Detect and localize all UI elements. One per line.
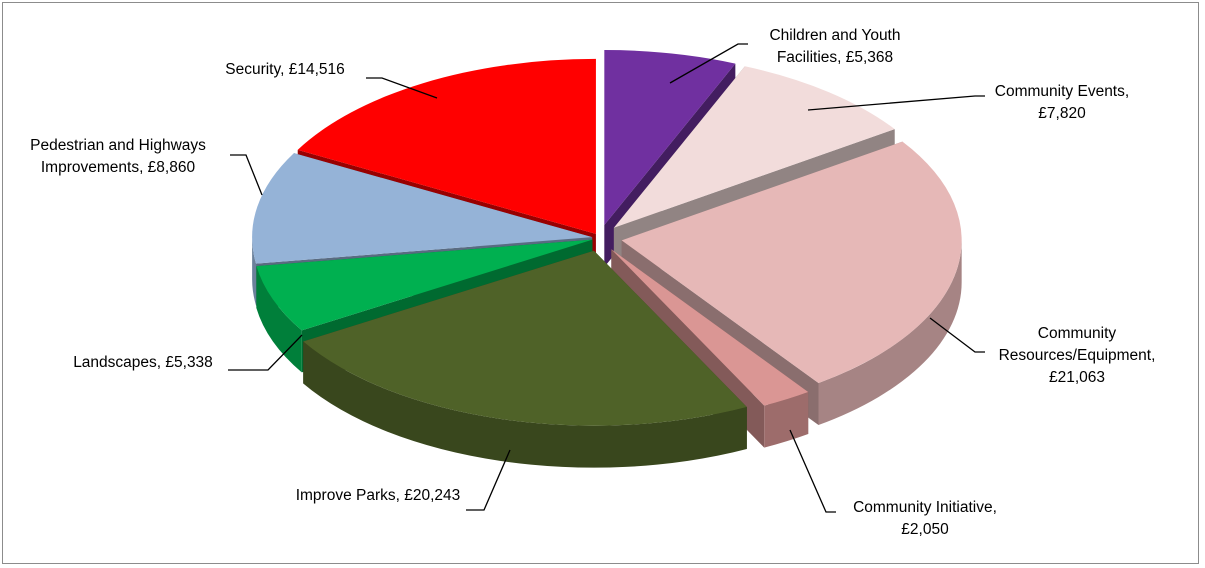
pie-slice-wall [303,341,747,468]
data-label: Improve Parks, £20,243 [296,487,461,504]
leader-line [466,449,511,511]
leader-line [789,429,836,513]
data-label: Pedestrian and Highways Improvements, £8,… [30,137,206,176]
data-label-line: Security, £14,516 [225,61,344,78]
data-label: Community Resources/Equipment, £21,063 [999,325,1156,386]
data-label-line: Pedestrian and Highways [30,137,206,154]
data-label-line: Community [1038,325,1117,342]
pie-slice-wall [252,237,257,306]
data-label-line: Improvements, £8,860 [41,159,196,176]
data-label-line: Children and Youth [769,27,900,44]
data-label: Community Initiative, £2,050 [853,499,997,538]
leader-line [669,43,748,84]
pie-slice-community-initiative [611,249,809,406]
pie-slice-community-events [613,66,895,228]
data-label: Security, £14,516 [225,61,344,78]
data-label: Community Events, £7,820 [995,83,1129,122]
data-label-line: Resources/Equipment, [999,347,1156,364]
data-label-line: Landscapes, £5,338 [73,354,213,371]
pie-slice-community-resources-equipment [621,141,962,384]
data-label-line: £21,063 [1049,369,1105,386]
data-label: Landscapes, £5,338 [73,354,213,371]
pie-slice-landscapes [256,239,593,331]
data-label-line: Improve Parks, £20,243 [296,487,461,504]
leader-line [807,95,985,111]
data-label: Children and Youth Facilities, £5,368 [769,27,900,66]
leader-line [929,317,985,353]
data-label-line: Community Events, [995,83,1129,100]
leader-line [366,77,438,99]
pie-slice-wall [256,266,302,373]
data-label-line: Community Initiative, [853,499,997,516]
pie-slice-wall [818,240,962,426]
pie-slice-pedestrian-and-highways-improvements [252,153,593,264]
leader-line [228,334,303,371]
pie-slice-wall [764,391,809,448]
data-label-line: £7,820 [1038,105,1086,122]
data-label-line: Facilities, £5,368 [777,49,893,66]
leader-line [230,154,263,196]
data-label-line: £2,050 [901,521,949,538]
pie-slice-security [297,58,596,234]
pie-slice-improve-parks [303,250,747,426]
pie-slice-children-and-youth-facilities [604,50,736,226]
